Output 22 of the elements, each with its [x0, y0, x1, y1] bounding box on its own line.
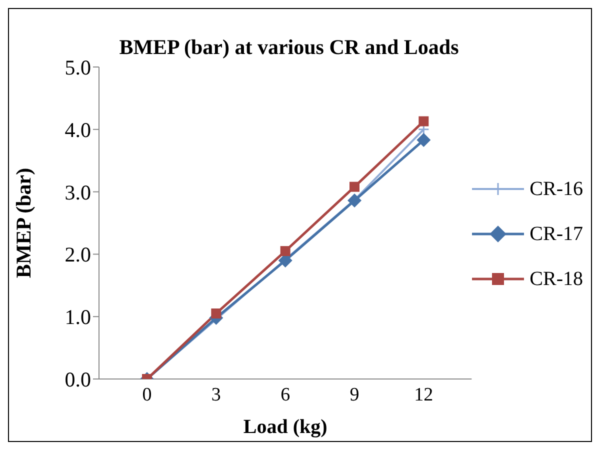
point: [280, 246, 290, 256]
x-tick-label: 9: [350, 384, 360, 406]
chart-title: BMEP (bar) at various CR and Loads: [119, 35, 459, 59]
y-tick-label: 0.0: [64, 367, 91, 392]
point: [416, 133, 431, 148]
y-tick-label: 2.0: [64, 242, 91, 267]
point: [349, 182, 360, 192]
x-tick-label: 0: [142, 384, 152, 406]
x-tick-label: 6: [280, 384, 290, 406]
legend-label: CR-18: [530, 268, 583, 290]
legend-label: CR-16: [530, 178, 583, 200]
y-tick-label: 4.0: [64, 118, 91, 142]
x-tick-label: 12: [414, 384, 434, 406]
y-tick-label: 1.0: [64, 305, 91, 330]
point: [418, 116, 429, 126]
y-tick-label: 3.0: [64, 180, 91, 204]
x-tick-label: 3: [211, 384, 221, 406]
x-axis-title: Load (kg): [243, 416, 328, 438]
y-tick-label: 5.0: [64, 55, 91, 80]
point: [211, 308, 222, 318]
y-axis-title: BMEP (bar): [11, 168, 36, 278]
legend-label: CR-17: [530, 222, 583, 246]
